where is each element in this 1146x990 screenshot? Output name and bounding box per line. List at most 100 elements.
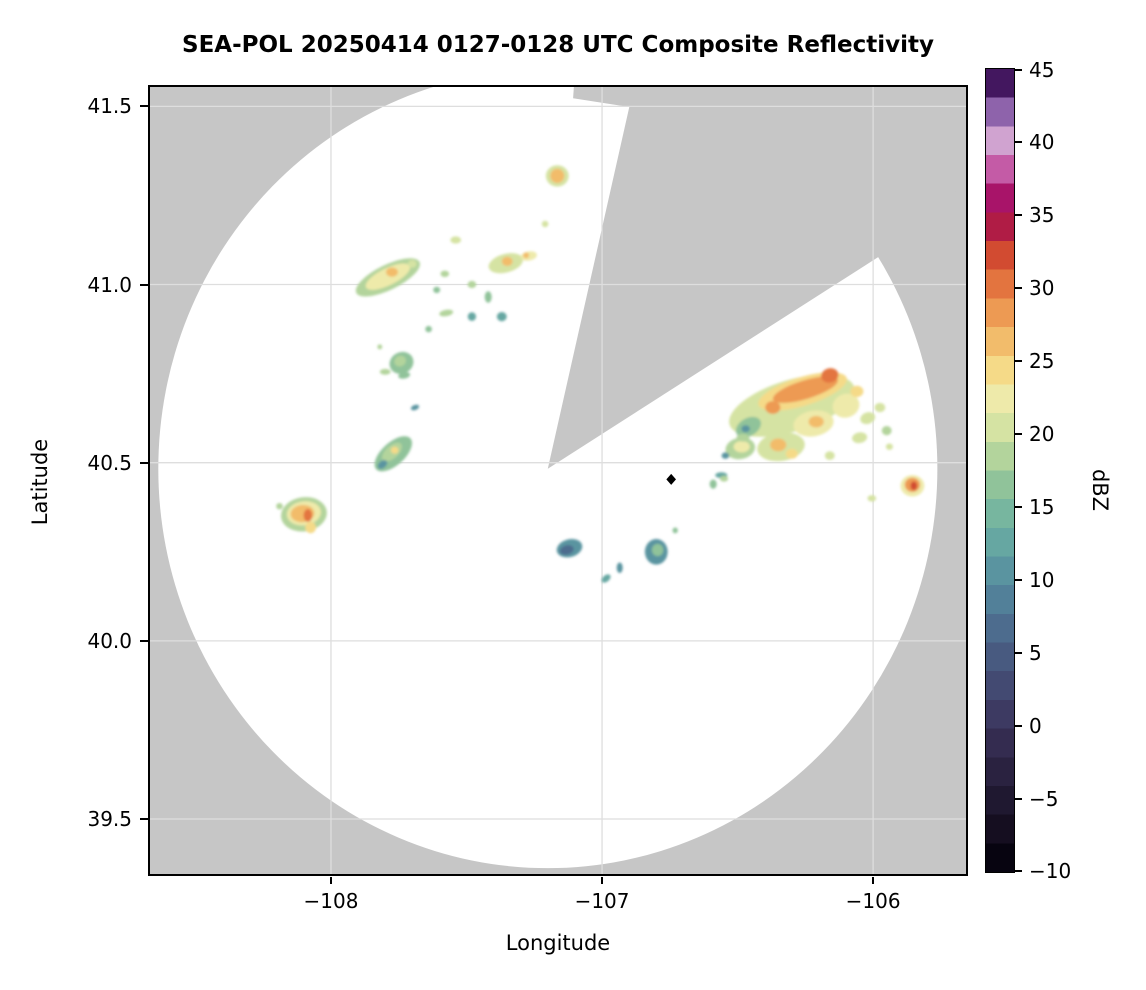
echo-blob [741, 425, 750, 433]
echo-blob [885, 443, 893, 450]
echo-blob [425, 325, 432, 333]
colorbar-tick-mark [1015, 214, 1022, 217]
echo-blob [910, 481, 918, 491]
y-tick-mark [140, 639, 148, 642]
y-tick-label: 40.5 [87, 450, 132, 475]
echo-blob [550, 168, 565, 183]
colorbar-tick-label: 10 [1029, 567, 1055, 592]
colorbar-tick-label: −10 [1029, 859, 1072, 884]
echo-blob [733, 441, 750, 453]
colorbar-tick-mark [1015, 505, 1022, 508]
colorbar-tick-mark [1015, 870, 1022, 873]
echo-blob [440, 270, 450, 277]
y-tick-label: 41.5 [87, 94, 132, 119]
colorbar-tick-label: 35 [1029, 203, 1055, 228]
echo-blob [379, 368, 391, 375]
echo-blob [765, 401, 781, 414]
x-tick-label: −108 [303, 889, 359, 913]
y-tick-label: 40.0 [87, 628, 132, 653]
x-tick-mark [329, 877, 332, 884]
echo-blob [484, 291, 492, 303]
plot-title: SEA-POL 20250414 0127-0128 UTC Composite… [182, 32, 934, 58]
echo-blob [559, 545, 574, 555]
colorbar-tick-mark [1015, 797, 1022, 800]
echo-blob [616, 562, 623, 574]
colorbar-tick-label: 5 [1029, 640, 1042, 665]
y-tick-label: 39.5 [87, 806, 132, 831]
echo-blob [433, 286, 441, 294]
echo-blob [303, 509, 313, 522]
echo-blob [467, 280, 477, 289]
echo-blob [601, 574, 611, 583]
y-tick-mark [140, 105, 148, 108]
echo-blob [398, 372, 411, 379]
echo-blob [821, 368, 839, 383]
x-tick-label: −106 [845, 889, 901, 913]
echo-blob [824, 451, 835, 460]
echo-layer [276, 165, 925, 583]
echo-blob [501, 256, 513, 266]
colorbar-tick-mark [1015, 651, 1022, 654]
x-tick-mark [872, 877, 875, 884]
colorbar-tick-mark [1015, 433, 1022, 436]
colorbar-tick-mark [1015, 360, 1022, 363]
echo-blob [386, 267, 398, 277]
colorbar-tick-label: 0 [1029, 713, 1042, 738]
echo-blob [672, 527, 678, 534]
echo-blob [365, 263, 411, 290]
echo-blob [721, 452, 730, 459]
echo-blob [276, 503, 283, 510]
echo-blob [390, 446, 399, 454]
echo-blob [410, 404, 420, 411]
y-tick-mark [140, 283, 148, 286]
echo-blob [772, 376, 838, 403]
colorbar-tick-label: 30 [1029, 276, 1055, 301]
colorbar-tick-label: 40 [1029, 130, 1055, 155]
echo-blob [377, 460, 388, 469]
echo-blob [408, 260, 417, 268]
echo-blob [808, 416, 824, 428]
colorbar-tick-mark [1015, 68, 1022, 71]
echo-blob [439, 309, 454, 317]
colorbar-tick-mark [1015, 141, 1022, 144]
radar-map [148, 85, 968, 876]
echo-blob [852, 432, 868, 444]
radar-site-marker [666, 473, 676, 485]
y-axis-label-wrap: Latitude [8, 407, 72, 557]
echo-blob [832, 393, 860, 418]
y-tick-label: 41.0 [87, 272, 132, 297]
echo-blob [785, 448, 798, 459]
colorbar-tick-label: 45 [1029, 57, 1055, 82]
x-tick-label: −107 [574, 889, 630, 913]
echo-blob [736, 433, 750, 442]
echo-blob [467, 312, 476, 321]
echo-blob [394, 355, 406, 367]
radar-map-svg [148, 85, 968, 876]
echo-blob [850, 385, 864, 398]
echo-blob [874, 402, 886, 413]
echo-blob [770, 438, 787, 452]
echo-blob [881, 426, 892, 436]
echo-blob [867, 495, 877, 502]
echo-blob [450, 236, 462, 244]
colorbar-tick-label: 25 [1029, 349, 1055, 374]
echo-blob [541, 220, 549, 228]
colorbar-tick-mark [1015, 287, 1022, 290]
y-tick-mark [140, 817, 148, 820]
echo-blob [377, 344, 383, 350]
echo-blob [719, 475, 729, 482]
echo-blob [709, 479, 717, 489]
y-axis-label: Latitude [28, 438, 52, 526]
colorbar-tick-label: 15 [1029, 494, 1055, 519]
x-axis-label: Longitude [505, 931, 611, 955]
y-tick-mark [140, 461, 148, 464]
colorbar [985, 68, 1015, 873]
colorbar-tick-label: −5 [1029, 786, 1059, 811]
colorbar-tick-label: 20 [1029, 422, 1055, 447]
echo-blob [860, 412, 876, 425]
colorbar-tick-mark [1015, 578, 1022, 581]
echo-blob [523, 252, 530, 259]
colorbar-tick-mark [1015, 724, 1022, 727]
x-tick-mark [601, 877, 604, 884]
